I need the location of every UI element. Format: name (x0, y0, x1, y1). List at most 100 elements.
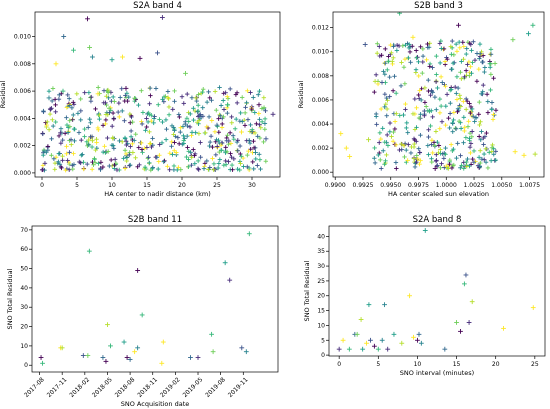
data-point (147, 112, 152, 117)
data-point (420, 53, 426, 59)
data-point (166, 96, 171, 101)
data-point (176, 141, 182, 146)
data-point (72, 138, 77, 144)
data-point (238, 161, 243, 166)
data-point (60, 158, 65, 163)
data-point (216, 161, 222, 166)
data-point (364, 340, 369, 346)
data-point (338, 131, 344, 137)
data-point (45, 119, 50, 125)
data-point (195, 103, 201, 108)
data-point (71, 126, 77, 132)
data-point (112, 157, 118, 162)
y-axis-label: SNO Total Residual (6, 268, 14, 329)
data-point (434, 163, 440, 169)
data-point (101, 100, 106, 105)
data-point (391, 331, 397, 337)
data-point (186, 157, 191, 162)
data-point (391, 55, 396, 61)
data-point (469, 134, 475, 139)
data-point (103, 150, 108, 155)
data-point (137, 55, 143, 61)
data-point (443, 152, 448, 157)
data-point (256, 102, 262, 108)
data-point (489, 100, 495, 105)
data-point (418, 132, 423, 138)
data-point (436, 150, 441, 155)
data-point (450, 38, 455, 44)
data-point (393, 91, 399, 96)
data-point (225, 110, 230, 116)
data-point (112, 99, 117, 104)
data-point (390, 59, 395, 64)
data-point (448, 142, 454, 147)
data-point (221, 163, 227, 168)
data-point (89, 167, 95, 172)
data-point (476, 66, 482, 72)
data-point (135, 268, 141, 273)
data-point (450, 120, 455, 126)
data-point (195, 158, 201, 164)
data-point (114, 167, 120, 173)
data-point (122, 148, 128, 153)
data-point (156, 166, 161, 172)
data-point (52, 97, 58, 102)
data-point (387, 94, 392, 99)
data-point (184, 154, 189, 160)
data-point (476, 112, 481, 117)
x-tick-label: 20 (178, 182, 186, 189)
data-point (256, 92, 261, 97)
data-point (172, 128, 177, 133)
y-tick-label: 0.006 (14, 88, 31, 95)
data-point (389, 50, 394, 56)
data-point (208, 134, 214, 139)
data-point (456, 39, 462, 45)
data-point (385, 346, 391, 352)
plot-frame (31, 225, 279, 373)
y-tick-label: 40 (317, 233, 325, 240)
data-point (245, 152, 250, 158)
data-point (229, 162, 235, 168)
data-point (489, 107, 494, 112)
data-point (109, 124, 115, 129)
data-point (86, 142, 92, 148)
data-point (433, 79, 439, 84)
data-point (425, 143, 431, 148)
data-point (488, 47, 494, 52)
data-point (136, 102, 141, 108)
data-point (454, 74, 460, 79)
data-point (124, 355, 130, 360)
data-point (100, 355, 106, 360)
data-point (123, 151, 129, 157)
data-point (217, 112, 222, 118)
data-point (410, 34, 416, 40)
data-point (477, 99, 482, 105)
data-point (251, 95, 256, 100)
data-point (172, 99, 177, 104)
data-point (210, 349, 216, 355)
data-point (428, 92, 433, 98)
x-tick-label: 0 (337, 361, 341, 368)
data-point (465, 124, 471, 129)
data-point (53, 109, 58, 115)
data-point (384, 106, 390, 112)
data-point (243, 349, 249, 355)
data-point (377, 130, 383, 136)
data-point (464, 51, 469, 57)
data-point (384, 113, 389, 118)
data-point (433, 129, 439, 134)
data-point (117, 138, 122, 144)
data-point (383, 60, 388, 66)
data-point (458, 104, 463, 109)
data-point (148, 93, 153, 98)
data-point (171, 167, 177, 173)
data-point (379, 166, 384, 171)
data-point (449, 87, 454, 92)
data-point (377, 150, 382, 156)
data-point (438, 165, 443, 170)
data-point (139, 140, 144, 146)
data-point (409, 144, 414, 150)
data-point (461, 99, 466, 104)
data-point (489, 145, 495, 150)
